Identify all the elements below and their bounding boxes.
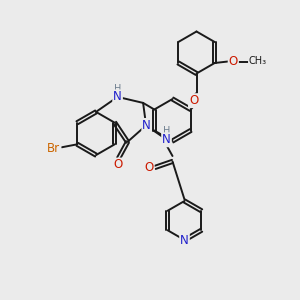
- Text: O: O: [114, 158, 123, 172]
- Text: N: N: [162, 133, 171, 146]
- Text: O: O: [145, 161, 154, 174]
- Text: O: O: [229, 55, 238, 68]
- Text: H: H: [114, 83, 121, 94]
- Text: Br: Br: [47, 142, 61, 155]
- Text: H: H: [163, 126, 170, 136]
- Text: O: O: [189, 94, 198, 107]
- Text: N: N: [180, 234, 189, 247]
- Text: N: N: [113, 90, 122, 104]
- Text: CH₃: CH₃: [249, 56, 267, 67]
- Text: N: N: [142, 119, 151, 132]
